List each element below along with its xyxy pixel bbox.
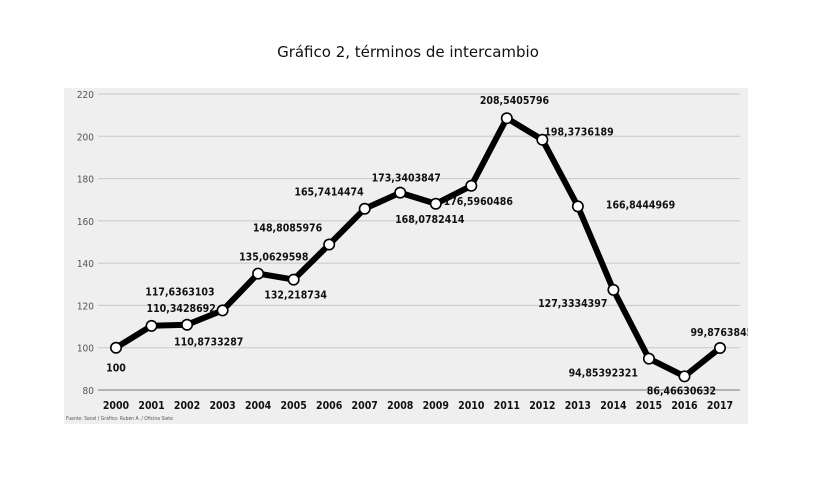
line-chart: 80 100 120 140 160 180 200 220 2000 2001 2002 2003 2… (64, 88, 758, 424)
x-tick-label: 2003 (209, 400, 235, 412)
data-point (252, 267, 265, 280)
data-point (181, 318, 194, 331)
data-point (465, 179, 478, 192)
y-tick-label: 140 (77, 259, 94, 270)
data-label: 117,6363103 (145, 286, 214, 298)
x-tick-label: 2014 (600, 400, 627, 412)
x-tick-label: 2017 (707, 400, 733, 412)
data-label: 86,46630632 (647, 385, 716, 397)
data-point (571, 200, 584, 213)
data-label: 127,3334397 (538, 298, 607, 310)
data-label: 208,5405796 (480, 95, 550, 107)
data-label: 110,8733287 (174, 337, 243, 349)
x-tick-label: 2007 (352, 400, 378, 412)
data-point (394, 186, 407, 199)
y-tick-label: 100 (77, 344, 94, 355)
data-label: 132,218734 (264, 290, 327, 302)
data-point (429, 197, 442, 210)
x-tick-label: 2004 (245, 400, 272, 412)
data-point (500, 112, 513, 125)
data-label: 166,8444969 (606, 199, 675, 211)
plot-background (64, 88, 748, 424)
x-tick-label: 2011 (494, 400, 520, 412)
data-label: 165,7414474 (294, 187, 364, 199)
data-point (713, 341, 726, 354)
x-tick-label: 2005 (280, 400, 306, 412)
data-label: 99,8763845! (690, 327, 748, 339)
data-label: 110,3428692 (147, 303, 216, 315)
data-point (216, 304, 229, 317)
x-tick-label: 2016 (671, 400, 698, 412)
data-label: 176,5960486 (444, 196, 514, 208)
x-tick-label: 2000 (103, 400, 130, 412)
chart-panel: 80 100 120 140 160 180 200 220 2000 2001 2002 2003 2… (64, 88, 758, 424)
x-tick-label: 2006 (316, 400, 343, 412)
x-tick-label: 2001 (138, 400, 164, 412)
y-tick-label: 220 (77, 90, 94, 101)
data-point (358, 202, 371, 215)
data-point (536, 133, 549, 146)
data-label: 94,85392321 (569, 368, 638, 380)
x-tick-label: 2015 (636, 400, 662, 412)
data-point (145, 319, 158, 332)
data-point (642, 352, 655, 365)
data-point (323, 238, 336, 251)
data-label: 173,3403847 (372, 173, 441, 185)
x-tick-label: 2002 (174, 400, 200, 412)
x-tick-label: 2013 (565, 400, 591, 412)
x-tick-label: 2010 (458, 400, 485, 412)
series-line (113, 115, 723, 380)
y-tick-label: 180 (77, 175, 94, 186)
source-note: Fuente: Secel / Gráfico: Rubén A. / Ofic… (66, 415, 173, 422)
y-tick-label: 200 (77, 132, 94, 143)
data-point (109, 341, 122, 354)
data-point (287, 273, 300, 286)
data-point (678, 370, 691, 383)
x-tick-label: 2012 (529, 400, 555, 412)
data-label: 135,0629598 (239, 252, 308, 264)
x-tick-label: 2009 (423, 400, 449, 412)
y-tick-label: 160 (77, 217, 94, 228)
data-label: 148,8085976 (253, 223, 323, 235)
chart-title: Gráfico 2, términos de intercambio (277, 43, 539, 61)
x-tick-label: 2008 (387, 400, 413, 412)
data-label: 168,0782414 (395, 214, 465, 226)
y-tick-label: 120 (77, 301, 94, 312)
y-tick-label: 80 (83, 386, 95, 397)
data-label: 198,3736189 (544, 127, 613, 139)
data-point (607, 283, 620, 296)
data-label: 100 (106, 363, 126, 375)
